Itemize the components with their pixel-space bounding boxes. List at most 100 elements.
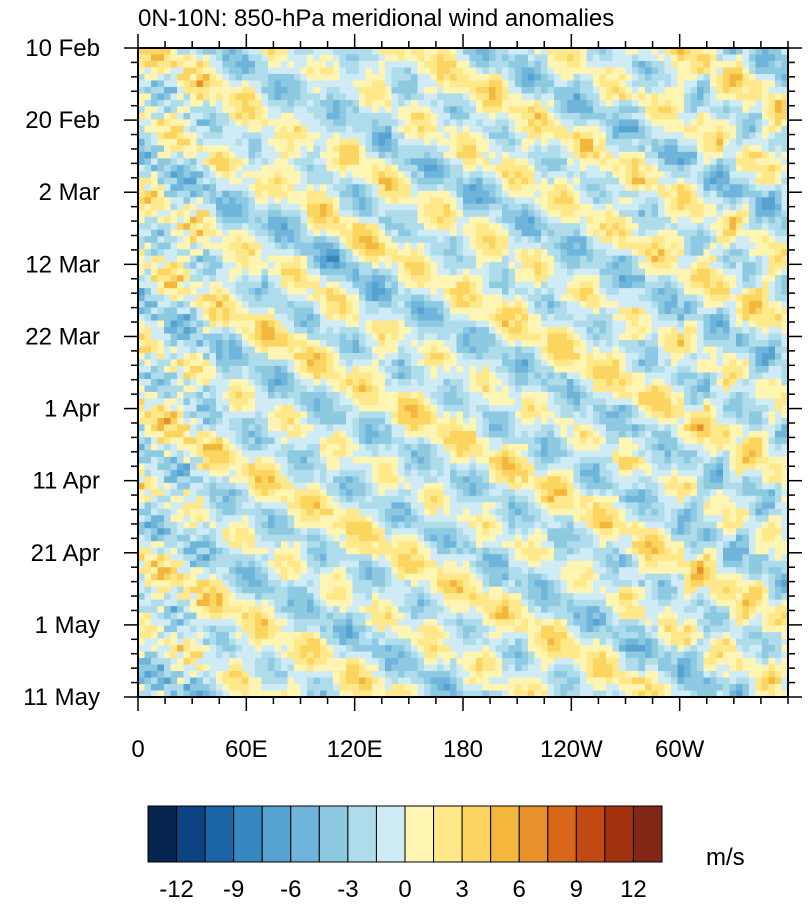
heatmap-cell <box>404 223 412 231</box>
heatmap-cell <box>736 340 743 347</box>
heatmap-cell <box>638 184 646 192</box>
heatmap-cell <box>235 48 243 55</box>
heatmap-cell <box>229 80 236 88</box>
heatmap-cell <box>326 145 334 153</box>
heatmap-cell <box>463 366 470 373</box>
heatmap-cell <box>508 151 516 159</box>
heatmap-cell <box>593 366 600 373</box>
heatmap-cell <box>651 210 659 218</box>
heatmap-cell <box>476 67 483 75</box>
heatmap-cell <box>177 236 184 244</box>
heatmap-cell <box>183 307 191 315</box>
heatmap-cell <box>339 333 347 341</box>
heatmap-cell <box>632 190 639 198</box>
heatmap-cell <box>606 119 613 127</box>
heatmap-cell <box>554 93 561 101</box>
heatmap-cell <box>216 307 223 315</box>
heatmap-cell <box>567 255 574 263</box>
heatmap-cell <box>586 255 594 263</box>
heatmap-cell <box>502 197 509 205</box>
heatmap-cell <box>157 242 165 250</box>
heatmap-cell <box>261 145 269 153</box>
heatmap-cell <box>599 119 607 127</box>
heatmap-cell <box>242 327 249 334</box>
heatmap-cell <box>248 171 256 179</box>
heatmap-cell <box>573 145 581 153</box>
heatmap-cell <box>287 67 295 75</box>
heatmap-cell <box>736 93 743 101</box>
heatmap-cell <box>528 125 535 133</box>
heatmap-cell <box>710 229 717 237</box>
heatmap-cell <box>664 203 672 211</box>
heatmap-cell <box>261 86 269 94</box>
heatmap-cell <box>157 73 165 81</box>
heatmap-cell <box>684 164 691 172</box>
heatmap-cell <box>684 242 691 250</box>
heatmap-cell <box>222 340 230 347</box>
heatmap-cell <box>417 197 425 205</box>
heatmap-cell <box>138 216 145 224</box>
heatmap-cell <box>307 132 314 140</box>
heatmap-cell <box>742 106 750 114</box>
heatmap-cell <box>346 99 353 107</box>
heatmap-cell <box>515 151 522 159</box>
heatmap-cell <box>359 333 366 341</box>
heatmap-cell <box>456 242 464 250</box>
heatmap-cell <box>651 197 659 205</box>
heatmap-cell <box>430 268 438 276</box>
heatmap-cell <box>151 80 158 88</box>
heatmap-cell <box>658 275 665 283</box>
heatmap-cell <box>651 366 659 373</box>
heatmap-cell <box>638 294 646 302</box>
heatmap-cell <box>489 281 496 289</box>
heatmap-cell <box>294 184 301 192</box>
heatmap-cell <box>261 307 269 315</box>
heatmap-cell <box>209 80 217 88</box>
heatmap-cell <box>677 145 685 153</box>
heatmap-cell <box>437 99 444 107</box>
heatmap-cell <box>372 112 379 120</box>
heatmap-cell <box>599 210 607 218</box>
heatmap-cell <box>437 145 444 153</box>
heatmap-cell <box>749 203 756 211</box>
heatmap-cell <box>521 80 529 88</box>
heatmap-cell <box>404 125 412 133</box>
heatmap-cell <box>729 307 737 315</box>
heatmap-cell <box>261 203 269 211</box>
heatmap-cell <box>229 73 236 81</box>
heatmap-cell <box>456 132 464 140</box>
heatmap-cell <box>677 223 685 231</box>
heatmap-cell <box>619 236 626 244</box>
heatmap-cell <box>632 138 639 146</box>
heatmap-cell <box>177 333 184 341</box>
heatmap-cell <box>502 366 509 373</box>
heatmap-cell <box>508 275 516 283</box>
heatmap-cell <box>391 203 399 211</box>
heatmap-cell <box>242 366 249 373</box>
heatmap-cell <box>638 48 646 55</box>
heatmap-cell <box>612 307 620 315</box>
heatmap-cell <box>430 327 438 334</box>
heatmap-cell <box>261 48 269 55</box>
heatmap-cell <box>177 54 184 62</box>
heatmap-cell <box>190 223 197 231</box>
heatmap-cell <box>196 177 204 185</box>
heatmap-cell <box>521 216 529 224</box>
heatmap-cell <box>352 86 360 94</box>
heatmap-cell <box>398 119 405 127</box>
heatmap-cell <box>755 249 763 257</box>
heatmap-cell <box>781 138 789 146</box>
heatmap-cell <box>177 190 184 198</box>
heatmap-cell <box>222 229 230 237</box>
heatmap-cell <box>209 203 217 211</box>
heatmap-cell <box>638 177 646 185</box>
heatmap-cell <box>586 99 594 107</box>
heatmap-cell <box>632 359 639 367</box>
heatmap-cell <box>541 80 548 88</box>
heatmap-cell <box>320 158 327 166</box>
heatmap-cell <box>372 145 379 153</box>
heatmap-cell <box>677 203 685 211</box>
heatmap-cell <box>326 242 334 250</box>
heatmap-cell <box>443 80 451 88</box>
